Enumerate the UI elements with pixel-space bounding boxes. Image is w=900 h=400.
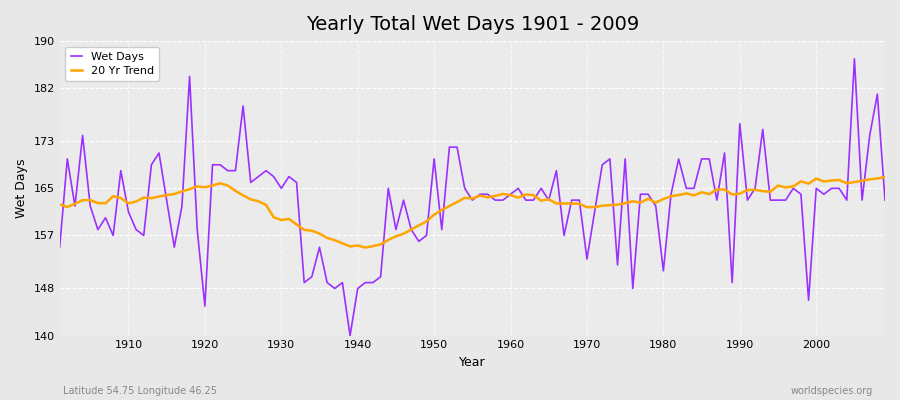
Text: worldspecies.org: worldspecies.org xyxy=(791,386,873,396)
20 Yr Trend xyxy=(879,175,890,180)
Line: Wet Days: Wet Days xyxy=(59,59,885,336)
Wet Days xyxy=(513,186,524,191)
20 Yr Trend xyxy=(605,203,616,208)
Wet Days xyxy=(605,156,616,161)
20 Yr Trend xyxy=(513,195,524,200)
Y-axis label: Wet Days: Wet Days xyxy=(15,158,28,218)
Wet Days xyxy=(115,168,126,173)
Title: Yearly Total Wet Days 1901 - 2009: Yearly Total Wet Days 1901 - 2009 xyxy=(306,15,639,34)
20 Yr Trend xyxy=(505,193,516,198)
Wet Days xyxy=(505,192,516,197)
Line: 20 Yr Trend: 20 Yr Trend xyxy=(59,177,885,248)
20 Yr Trend xyxy=(54,202,65,207)
20 Yr Trend xyxy=(115,196,126,200)
Wet Days xyxy=(329,286,340,291)
Wet Days xyxy=(345,333,356,338)
Legend: Wet Days, 20 Yr Trend: Wet Days, 20 Yr Trend xyxy=(65,47,159,81)
Wet Days xyxy=(879,198,890,202)
Text: Latitude 54.75 Longitude 46.25: Latitude 54.75 Longitude 46.25 xyxy=(63,386,217,396)
Wet Days xyxy=(284,174,294,179)
Wet Days xyxy=(54,245,65,250)
20 Yr Trend xyxy=(329,238,340,243)
20 Yr Trend xyxy=(284,216,294,221)
20 Yr Trend xyxy=(360,245,371,250)
Wet Days xyxy=(849,56,859,61)
X-axis label: Year: Year xyxy=(459,356,486,369)
